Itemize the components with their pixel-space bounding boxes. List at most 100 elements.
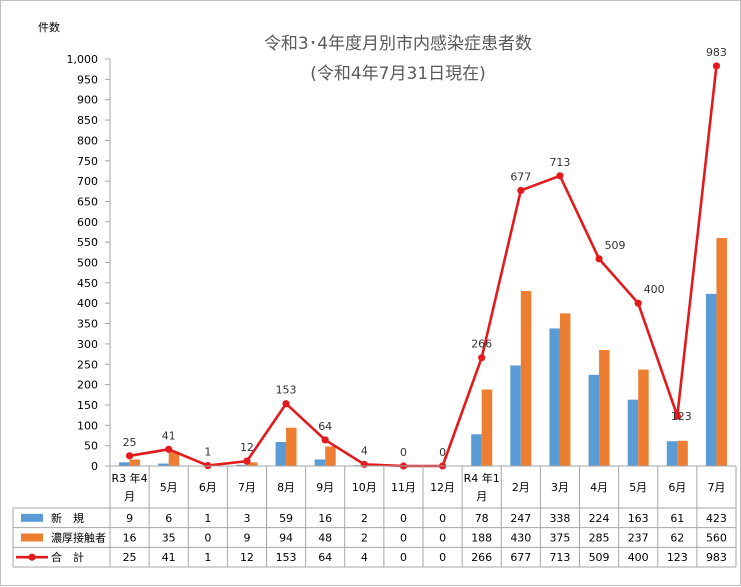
table-cell: 713 (549, 551, 570, 564)
data-label: 64 (318, 420, 332, 433)
y-tick-label: 900 (77, 94, 98, 107)
data-label: 983 (706, 46, 727, 59)
table-cell: 224 (589, 512, 610, 525)
total-point (165, 446, 172, 453)
bar-contact (325, 446, 336, 466)
data-label: 677 (510, 170, 531, 183)
chart-title: 令和3･4年度月別市内感染症患者数 (264, 34, 532, 54)
bar-new (471, 434, 482, 466)
table-cell: 35 (162, 532, 176, 545)
table-cell: 0 (204, 532, 211, 545)
x-tick-label: 7月 (238, 481, 256, 494)
legend-label: 濃厚接触者 (51, 531, 106, 545)
total-point (556, 172, 563, 179)
total-point (361, 461, 368, 468)
table-cell: 16 (318, 512, 332, 525)
bar-contact (599, 350, 610, 466)
table-cell: 285 (589, 532, 610, 545)
y-tick-label: 300 (77, 338, 98, 351)
legend-key (21, 534, 43, 542)
bar-contact (286, 428, 297, 466)
table-cell: 3 (243, 512, 250, 525)
y-tick-label: 150 (77, 399, 98, 412)
table-cell: 59 (279, 512, 293, 525)
x-tick-label: 7月 (707, 481, 725, 494)
table-cell: 4 (361, 551, 368, 564)
table-cell: 2 (361, 532, 368, 545)
data-label: 41 (162, 429, 176, 442)
data-label: 266 (471, 338, 492, 351)
y-tick-label: 350 (77, 318, 98, 331)
table-cell: 1 (204, 551, 211, 564)
bar-new (119, 462, 130, 466)
y-tick-label: 950 (77, 73, 98, 86)
data-label: 12 (240, 441, 254, 454)
table-cell: 0 (400, 532, 407, 545)
table-cell: 1 (204, 512, 211, 525)
data-label: 1 (204, 446, 211, 459)
table-cell: 0 (400, 512, 407, 525)
data-label: 713 (549, 156, 570, 169)
y-tick-label: 400 (77, 297, 98, 310)
table-cell: 62 (670, 532, 684, 545)
chart-subtitle: (令和4年7月31日現在) (310, 64, 486, 84)
x-tick-label: 6月 (668, 481, 686, 494)
y-axis-label: 件数 (38, 21, 60, 34)
total-point (635, 300, 642, 307)
table-cell: 64 (318, 551, 332, 564)
y-tick-label: 750 (77, 155, 98, 168)
x-tick-label: 11月 (391, 481, 416, 494)
y-tick-label: 200 (77, 379, 98, 392)
total-point (478, 354, 485, 361)
x-tick-label: 9月 (316, 481, 334, 494)
table-cell: 0 (439, 532, 446, 545)
y-tick-label: 800 (77, 134, 98, 147)
x-tick-label: 12月 (430, 481, 455, 494)
bar-contact (560, 313, 571, 466)
bar-contact (482, 389, 493, 466)
table-cell: 16 (123, 532, 137, 545)
table-cell: 266 (471, 551, 492, 564)
table-cell: 0 (439, 512, 446, 525)
bar-new (549, 328, 560, 466)
table-cell: 560 (706, 532, 727, 545)
table-cell: 48 (318, 532, 332, 545)
total-point (322, 436, 329, 443)
y-tick-label: 1,000 (67, 53, 99, 66)
total-point (517, 187, 524, 194)
bar-new (510, 365, 521, 466)
data-label: 400 (644, 283, 665, 296)
table-cell: 430 (510, 532, 531, 545)
x-tick-label: 6月 (199, 481, 217, 494)
x-tick-label: 8月 (277, 481, 295, 494)
table-cell: 78 (475, 512, 489, 525)
bar-new (706, 294, 717, 466)
table-cell: 25 (123, 551, 137, 564)
table-cell: 153 (276, 551, 297, 564)
table-cell: 338 (549, 512, 570, 525)
table-cell: 0 (439, 551, 446, 564)
table-cell: 2 (361, 512, 368, 525)
table-cell: 41 (162, 551, 176, 564)
bar-new (667, 441, 678, 466)
bar-new (315, 459, 326, 466)
data-label: 0 (439, 446, 446, 459)
data-label: 153 (276, 384, 297, 397)
table-cell: 9 (243, 532, 250, 545)
y-tick-label: 650 (77, 195, 98, 208)
total-point (713, 62, 720, 69)
x-tick-label: R3 年4 (111, 471, 147, 485)
x-tick-label: 5月 (160, 481, 178, 494)
table-cell: 983 (706, 551, 727, 564)
bar-contact (521, 291, 532, 466)
table-cell: 61 (670, 512, 684, 525)
data-label: 0 (400, 446, 407, 459)
legend-label: 新 規 (51, 511, 84, 525)
table-cell: 163 (628, 512, 649, 525)
table-cell: 423 (706, 512, 727, 525)
x-tick-label: 10月 (352, 481, 377, 494)
x-tick-label: 3月 (551, 481, 569, 494)
bar-contact (677, 441, 688, 466)
